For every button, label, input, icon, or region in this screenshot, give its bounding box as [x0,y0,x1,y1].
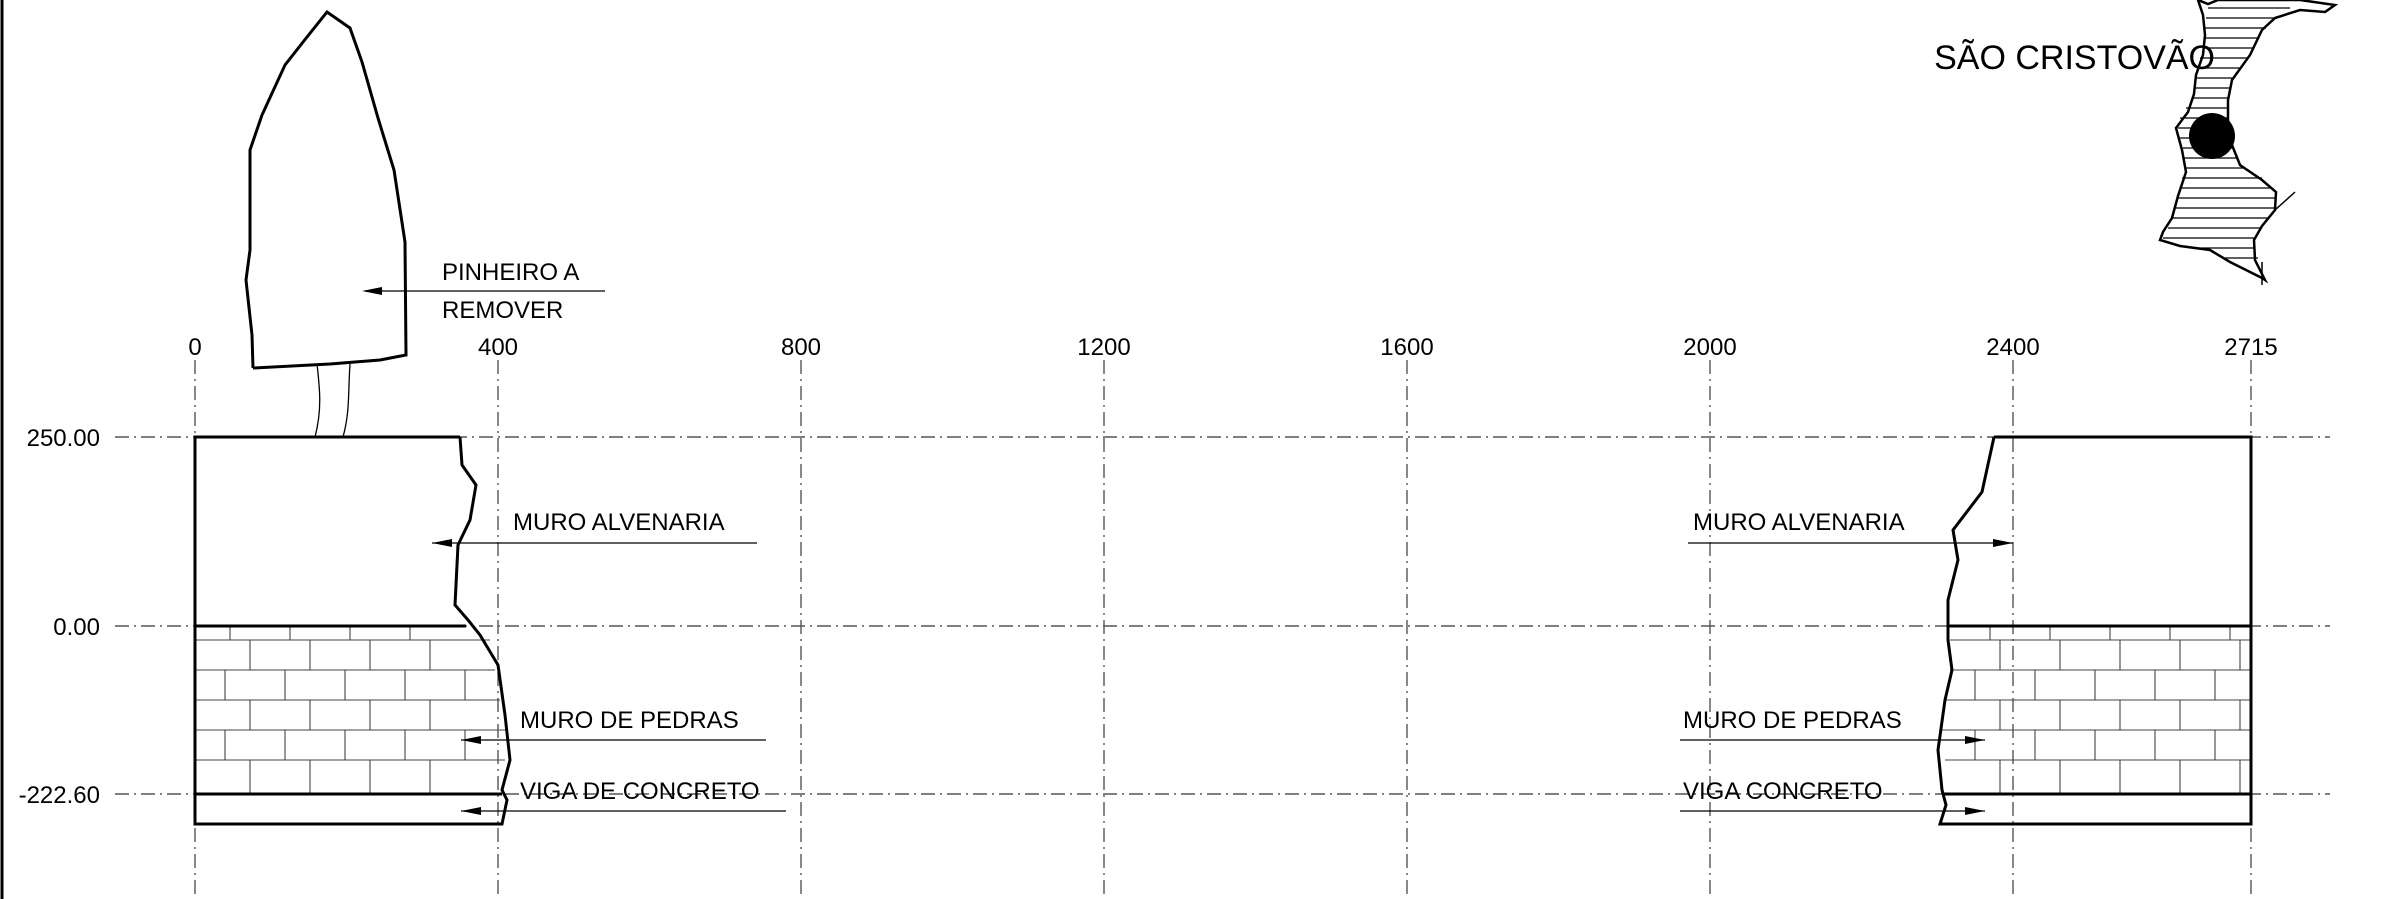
left-wall-section [193,435,512,826]
location-map: SÃO CRISTOVÃO [1934,0,2339,285]
location-name: SÃO CRISTOVÃO [1934,39,2215,77]
tree-annotation: PINHEIRO A REMOVER [362,259,605,324]
left-annotations: MURO ALVENARIA MURO DE PEDRAS VIGA DE CO… [432,509,786,815]
level-labels: 250.00 0.00 -222.60 [19,425,100,809]
stone-wall-right-hatch [1940,626,2251,794]
masonry-wall-label: MURO ALVENARIA [1693,509,1905,536]
x-tick-label: 1600 [1380,334,1433,361]
x-tick-label: 2000 [1683,334,1736,361]
stone-wall-left-hatch [195,626,505,794]
location-dot-icon [2189,113,2235,159]
right-annotations: MURO ALVENARIA MURO DE PEDRAS VIGA CONCR… [1680,509,2013,815]
tree-label-line1: PINHEIRO A [442,259,579,286]
level-lines [115,436,2330,795]
stone-wall-label: MURO DE PEDRAS [520,707,739,734]
left-wall-outline [193,435,512,826]
x-tick-label: 2715 [2224,334,2277,361]
level-label: -222.60 [19,782,100,809]
level-label: 250.00 [27,425,100,452]
masonry-wall-label: MURO ALVENARIA [513,509,725,536]
x-tick-labels: 0 400 800 1200 1600 2000 2400 2715 [188,334,2277,361]
x-tick-label: 1200 [1077,334,1130,361]
x-tick-label: 800 [781,334,821,361]
region-shape [2158,0,2339,284]
pine-tree-icon [244,9,408,438]
concrete-beam-label: VIGA DE CONCRETO [520,778,760,805]
tree-label-line2: REMOVER [442,297,563,324]
x-tick-label: 2400 [1986,334,2039,361]
x-tick-label: 400 [478,334,518,361]
x-tick-label: 0 [188,334,201,361]
concrete-beam-label: VIGA CONCRETO [1683,778,1883,805]
level-label: 0.00 [53,614,100,641]
stone-wall-label: MURO DE PEDRAS [1683,707,1902,734]
right-wall-outline [1936,435,2253,826]
right-wall-section [1936,435,2253,826]
